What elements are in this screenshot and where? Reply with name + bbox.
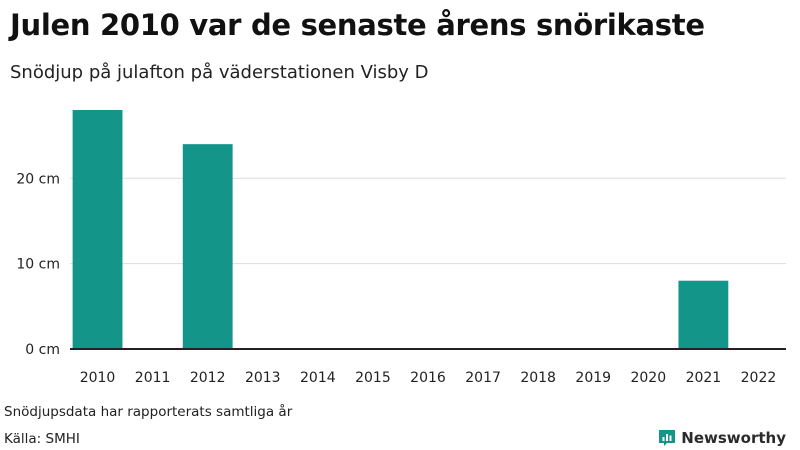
x-tick-label: 2016 (410, 370, 446, 386)
x-tick-label: 2019 (575, 370, 611, 386)
x-tick-label: 2022 (741, 370, 777, 386)
bar-2021 (678, 280, 729, 349)
x-tick-labels: 2010 2011 2012 2013 2014 2015 2016 2017 2018 2019… (80, 370, 777, 386)
chart-subtitle: Snödjup på julafton på väderstationen Vi… (10, 62, 429, 83)
gridlines (70, 177, 786, 265)
x-tick-label: 2020 (630, 370, 666, 386)
x-tick-label: 2015 (355, 370, 391, 386)
brand-logo[interactable]: Newsworthy (658, 429, 786, 447)
x-tick-label: 2017 (465, 370, 501, 386)
x-tick-label: 2011 (135, 370, 171, 386)
y-tick-labels: 0 cm 10 cm 20 cm (16, 171, 60, 358)
source-label: Källa: SMHI (4, 431, 80, 447)
bars (72, 110, 729, 349)
x-tick-label: 2014 (300, 370, 336, 386)
x-tick-label: 2013 (245, 370, 281, 386)
y-tick-label: 10 cm (16, 257, 60, 273)
x-tick-label: 2018 (520, 370, 556, 386)
y-tick-label: 20 cm (16, 171, 60, 187)
data-note: Snödjupsdata har rapporterats samtliga å… (4, 404, 293, 420)
brand-name: Newsworthy (681, 429, 786, 447)
y-tick-label: 0 cm (25, 342, 60, 358)
bar-2010 (72, 110, 123, 349)
x-tick-label: 2010 (80, 370, 116, 386)
bar-2012 (182, 144, 233, 349)
chart-title: Julen 2010 var de senaste årens snörikas… (10, 8, 705, 42)
newsworthy-icon (659, 430, 676, 446)
x-tick-label: 2012 (190, 370, 226, 386)
x-tick-label: 2021 (686, 370, 722, 386)
